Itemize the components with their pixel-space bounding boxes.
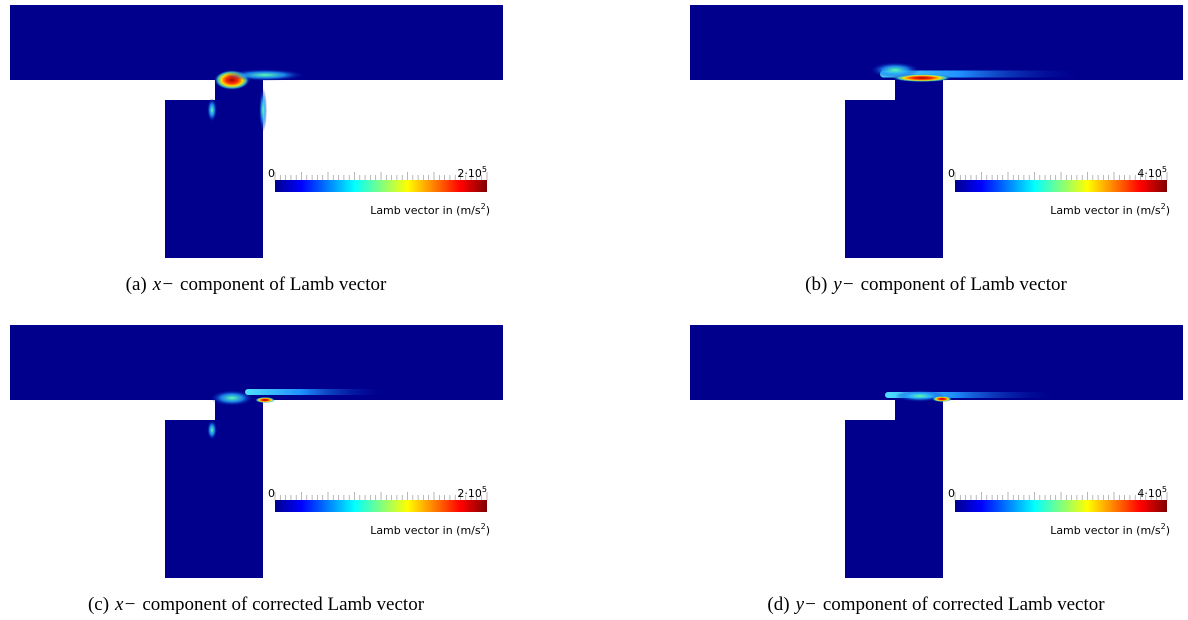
field-streak xyxy=(245,389,385,395)
colorbar-max-base: 4·10 xyxy=(1137,167,1162,180)
field-hotspot xyxy=(870,62,920,78)
colorbar-max-base: 4·10 xyxy=(1137,487,1162,500)
caption-var: y− xyxy=(831,274,854,295)
colorbar-title-end: ) xyxy=(1166,524,1170,537)
colorbar-max-base: 2·10 xyxy=(457,167,482,180)
caption-label: (c) xyxy=(88,594,109,615)
field-hotspot xyxy=(207,420,217,440)
colorbar-title-end: ) xyxy=(1166,204,1170,217)
neck xyxy=(895,78,943,102)
colorbar-max-base: 2·10 xyxy=(457,487,482,500)
colorbar-min: 0 xyxy=(268,167,275,180)
caption-label: (d) xyxy=(767,594,789,615)
colorbar-min: 0 xyxy=(268,487,275,500)
colorbar-title-text: Lamb vector in (m/s xyxy=(370,204,481,217)
cavity xyxy=(165,100,263,258)
colorbar: 0 2·105 Lamb vector in (m/s2) xyxy=(268,485,490,537)
field-hotspot xyxy=(932,396,952,402)
cavity xyxy=(845,420,943,578)
colorbar-title-text: Lamb vector in (m/s xyxy=(1050,204,1161,217)
cavity xyxy=(165,420,263,578)
colorbar-max-exp: 5 xyxy=(482,165,487,174)
colorbar: 0 2·105 Lamb vector in (m/s2) xyxy=(268,165,490,217)
caption-label: (a) xyxy=(126,274,147,295)
colorbar-title-text: Lamb vector in (m/s xyxy=(370,524,481,537)
neck xyxy=(895,398,943,422)
colorbar-min: 0 xyxy=(948,167,955,180)
channel xyxy=(690,325,1183,400)
flow-field xyxy=(10,5,503,258)
colorbar-title-end: ) xyxy=(486,524,490,537)
panel: 0 4·105 Lamb vector in (m/s2) (b) y− componen… xyxy=(690,5,1183,295)
colorbar-max-exp: 5 xyxy=(482,485,487,494)
colorbar-gradient xyxy=(275,180,487,192)
caption-label: (b) xyxy=(805,274,827,295)
colorbar-max-exp: 5 xyxy=(1162,485,1167,494)
colorbar-title: Lamb vector in (m/s2) xyxy=(1050,522,1170,537)
colorbar-title-end: ) xyxy=(486,204,490,217)
field-hotspot xyxy=(225,69,305,81)
colorbar-title-text: Lamb vector in (m/s xyxy=(1050,524,1161,537)
colorbar-max: 2·105 xyxy=(457,165,487,180)
colorbar-max-exp: 5 xyxy=(1162,165,1167,174)
panel: 0 2·105 Lamb vector in (m/s2) (c) x− componen… xyxy=(10,325,503,615)
flow-field xyxy=(10,325,503,578)
colorbar: 0 4·105 Lamb vector in (m/s2) xyxy=(948,485,1170,537)
caption: (d) y− component of corrected Lamb vector xyxy=(767,594,1105,615)
caption: (b) y− component of Lamb vector xyxy=(805,274,1067,295)
caption-text: component of Lamb vector xyxy=(861,274,1068,295)
caption-var: x− xyxy=(114,594,136,615)
colorbar-min: 0 xyxy=(948,487,955,500)
colorbar: 0 4·105 Lamb vector in (m/s2) xyxy=(948,165,1170,217)
caption: (c) x− component of corrected Lamb vector xyxy=(88,594,425,615)
colorbar-title: Lamb vector in (m/s2) xyxy=(1050,202,1170,217)
colorbar-max: 4·105 xyxy=(1137,165,1167,180)
colorbar-gradient xyxy=(955,500,1167,512)
caption-text: component of Lamb vector xyxy=(180,274,387,295)
caption-var: x− xyxy=(152,274,174,295)
cavity xyxy=(845,100,943,258)
caption-text: component of corrected Lamb vector xyxy=(142,594,424,615)
colorbar-gradient xyxy=(275,500,487,512)
flow-field xyxy=(690,5,1183,258)
panel: 0 2·105 Lamb vector in (m/s2) (a) x− componen… xyxy=(10,5,503,295)
field-hotspot xyxy=(207,98,217,122)
colorbar-title: Lamb vector in (m/s2) xyxy=(370,202,490,217)
caption-text: component of corrected Lamb vector xyxy=(823,594,1105,615)
channel xyxy=(690,5,1183,80)
colorbar-title-exp: 2 xyxy=(1161,522,1166,531)
caption-var: y− xyxy=(794,594,817,615)
channel xyxy=(10,325,503,400)
colorbar-max: 4·105 xyxy=(1137,485,1167,500)
colorbar-title-exp: 2 xyxy=(481,202,486,211)
colorbar-title: Lamb vector in (m/s2) xyxy=(370,522,490,537)
colorbar-max: 2·105 xyxy=(457,485,487,500)
panel: 0 4·105 Lamb vector in (m/s2) (d) y− componen… xyxy=(690,325,1183,615)
colorbar-title-exp: 2 xyxy=(481,522,486,531)
flow-field xyxy=(690,325,1183,578)
channel xyxy=(10,5,503,80)
field-hotspot xyxy=(255,397,275,403)
colorbar-gradient xyxy=(955,180,1167,192)
colorbar-title-exp: 2 xyxy=(1161,202,1166,211)
field-hotspot xyxy=(259,88,267,132)
caption: (a) x− component of Lamb vector xyxy=(126,274,387,295)
field-hotspot xyxy=(210,390,254,406)
